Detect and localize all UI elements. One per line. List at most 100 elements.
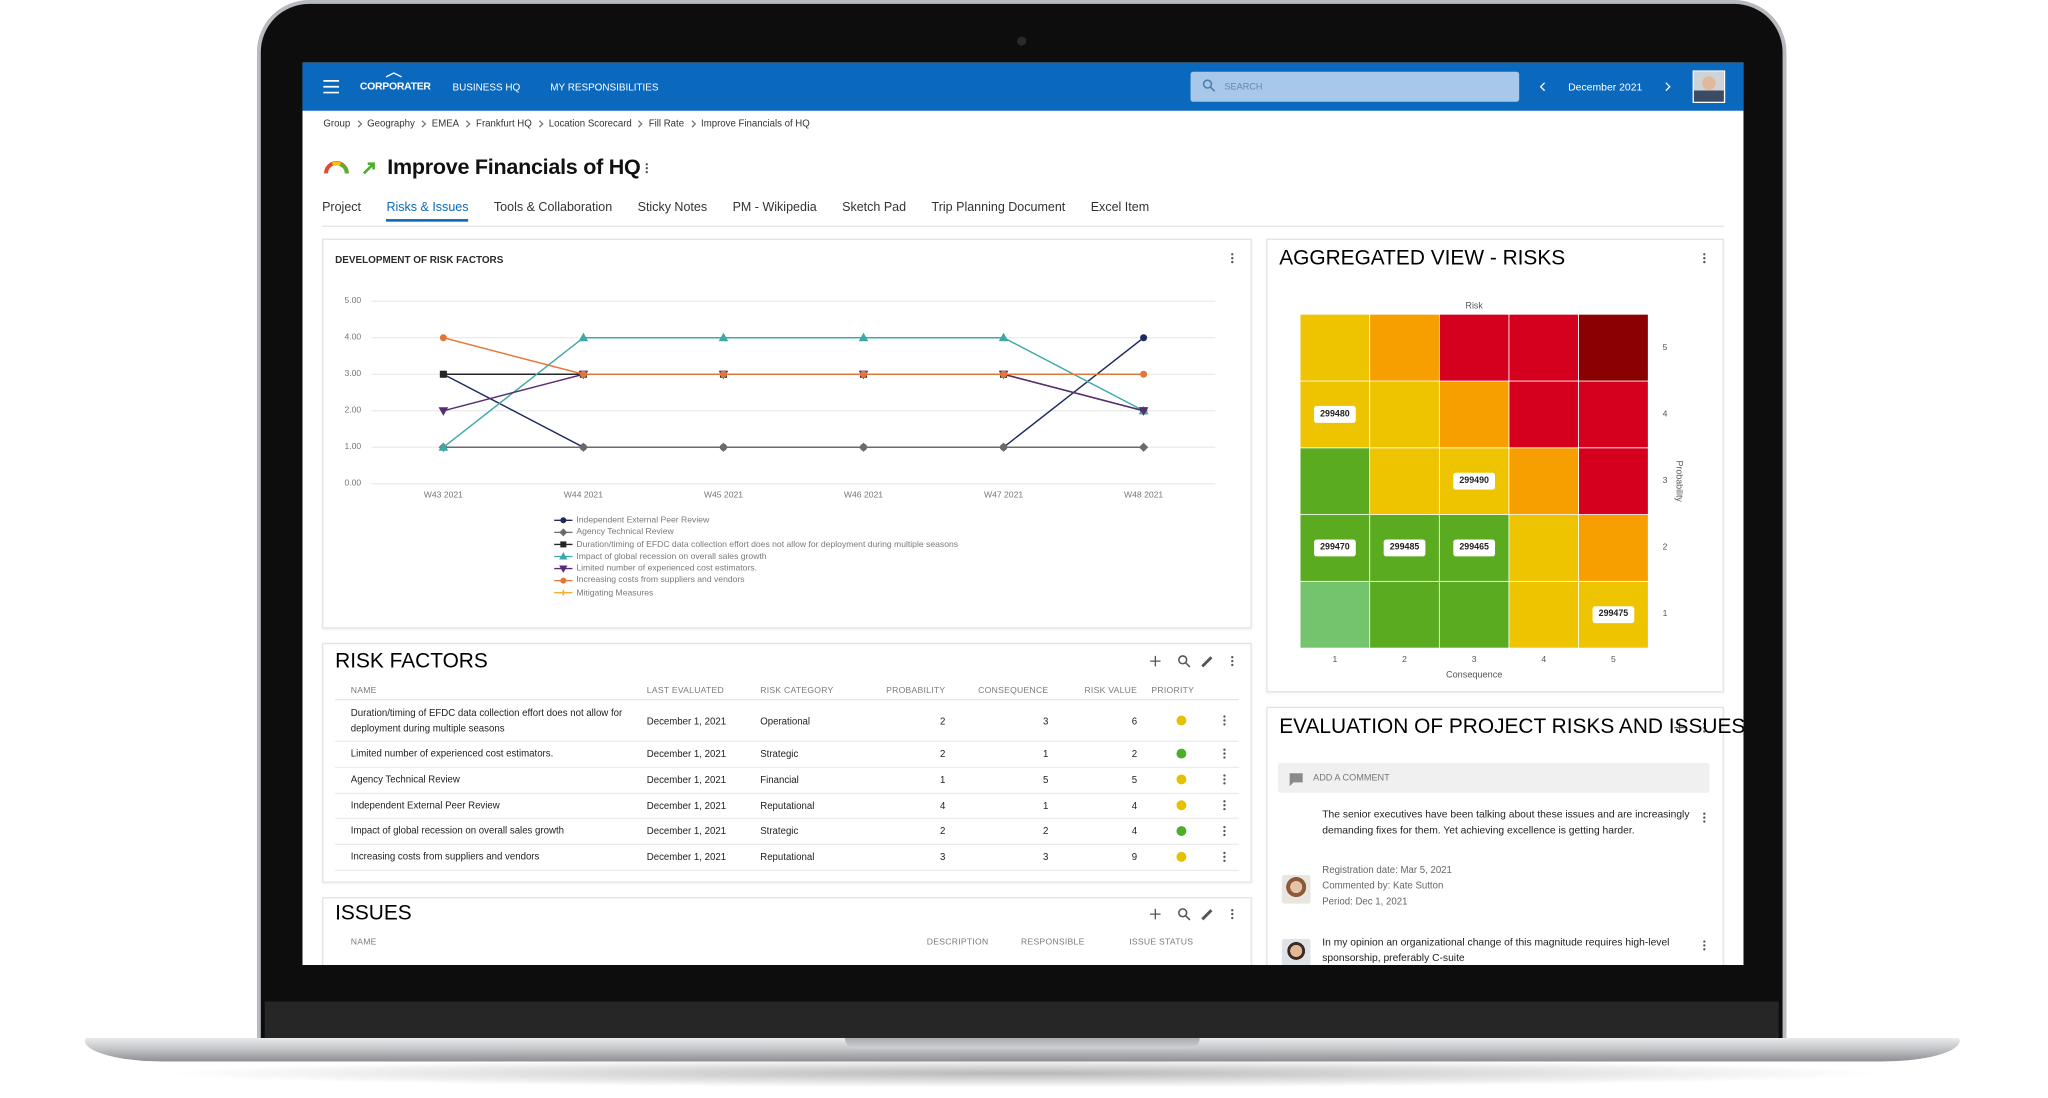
risk-badge-label[interactable]: 299465	[1459, 543, 1489, 553]
user-avatar[interactable]	[1692, 70, 1726, 104]
y-tick-label: 4.00	[344, 333, 362, 343]
add-button[interactable]	[1674, 722, 1685, 733]
table-cell: 1	[940, 773, 946, 786]
more-menu[interactable]	[1231, 909, 1234, 920]
breadcrumb[interactable]: Fill Rate	[649, 117, 696, 128]
risk-badge-label[interactable]: 299475	[1598, 610, 1629, 620]
column-header: RESPONSIBLE	[1021, 938, 1085, 948]
tab[interactable]: Sketch Pad	[842, 200, 907, 216]
heat-cell	[1578, 514, 1649, 582]
more-menu[interactable]	[1703, 940, 1706, 951]
table-cell: Limited number of experienced cost estim…	[350, 747, 554, 759]
laptop-chin	[264, 1001, 1779, 1040]
more-menu[interactable]	[1223, 748, 1226, 759]
column-header: RISK CATEGORY	[760, 686, 834, 696]
table-cell: Independent External Peer Review	[350, 798, 500, 811]
legend-marker	[560, 577, 567, 584]
logo: CORPORATER	[359, 80, 431, 92]
tab-bar: Project Risks & Issues Tools & Collaborati…	[322, 198, 1150, 222]
data-point	[578, 442, 589, 452]
risk-badge[interactable]	[1453, 539, 1496, 557]
data-point	[1138, 407, 1149, 416]
row-divider	[335, 843, 1239, 846]
tab[interactable]: Excel Item	[1090, 200, 1150, 216]
tab[interactable]: Risks & Issues	[386, 198, 469, 222]
risk-badge-label[interactable]: 299485	[1389, 543, 1420, 553]
legend-marker	[560, 517, 567, 524]
more-menu[interactable]	[1223, 774, 1226, 785]
breadcrumb: Improve Financials of HQ	[701, 116, 810, 129]
more-menu[interactable]	[1703, 253, 1706, 264]
comment-placeholder[interactable]: ADD A COMMENT	[1313, 773, 1390, 784]
breadcrumb[interactable]: Geography	[367, 117, 427, 128]
search-icon[interactable]	[1178, 655, 1191, 668]
risk-badge[interactable]	[1314, 539, 1356, 557]
add-button[interactable]	[1150, 908, 1161, 920]
data-point	[859, 370, 868, 378]
more-menu[interactable]	[645, 163, 648, 174]
column-header: CONSEQUENCE	[978, 686, 1049, 696]
risk-badge[interactable]	[1383, 539, 1426, 557]
more-menu[interactable]	[1223, 800, 1226, 811]
heat-cell	[1578, 380, 1649, 449]
heat-cell	[1438, 380, 1510, 449]
more-menu[interactable]	[1703, 812, 1706, 823]
table-cell: Strategic	[760, 825, 799, 837]
risk-badge-label[interactable]: 299480	[1320, 409, 1350, 419]
nav-item[interactable]: MY RESPONSIBILITIES	[550, 80, 659, 93]
risk-badge[interactable]	[1314, 405, 1356, 423]
axis-title: Consequence	[1446, 670, 1503, 681]
legend-label: Duration/timing of EFDC data collection …	[576, 539, 959, 549]
risk-badge-label[interactable]: 299470	[1320, 543, 1350, 553]
more-menu[interactable]	[1231, 656, 1234, 667]
search-box[interactable]	[1190, 71, 1520, 102]
search-placeholder: SEARCH	[1224, 82, 1263, 92]
more-menu[interactable]	[1223, 715, 1226, 726]
comment-text: The senior executives have been talking …	[1322, 808, 1690, 837]
heat-cell	[1299, 580, 1371, 649]
search-icon[interactable]	[1178, 908, 1191, 921]
column-header: DESCRIPTION	[926, 938, 989, 948]
edit-button[interactable]	[1201, 909, 1213, 921]
table-cell: Duration/timing of EFDC data collection …	[350, 706, 623, 734]
period-selector[interactable]: December 2021	[1568, 80, 1643, 93]
edit-button[interactable]	[1201, 656, 1213, 668]
search-icon[interactable]	[1202, 79, 1216, 92]
panel-title: DEVELOPMENT OF RISK FACTORS	[335, 253, 504, 266]
more-menu[interactable]	[1703, 722, 1706, 733]
tab[interactable]: Sticky Notes	[637, 200, 708, 216]
trend-arrow	[362, 162, 375, 175]
more-menu[interactable]	[1223, 825, 1226, 837]
tab[interactable]: PM - Wikipedia	[732, 200, 817, 216]
y-tick-label: 5	[1662, 343, 1668, 353]
x-tick-label: W45 2021	[703, 490, 744, 501]
nav-item[interactable]: BUSINESS HQ	[452, 80, 521, 93]
x-tick-label: W46 2021	[843, 490, 884, 501]
priority-indicator	[1176, 800, 1187, 811]
more-menu[interactable]	[1231, 253, 1234, 264]
risk-badge[interactable]	[1592, 606, 1635, 624]
table-cell: December 1, 2021	[646, 850, 727, 863]
table-cell: 4	[940, 799, 946, 812]
breadcrumb[interactable]: Group	[323, 117, 362, 128]
add-button[interactable]	[1150, 655, 1161, 667]
breadcrumb[interactable]: EMEA	[432, 117, 471, 128]
menu-button[interactable]	[323, 80, 340, 94]
panel-title: EVALUATION OF PROJECT RISKS AND ISSUES	[1279, 715, 1744, 739]
heat-cell	[1299, 313, 1371, 382]
comment-avatar	[1281, 938, 1311, 965]
status-gauge-yellow	[331, 161, 342, 167]
breadcrumb[interactable]: Frankfurt HQ	[476, 117, 544, 128]
risk-badge[interactable]	[1453, 472, 1496, 490]
x-tick-label: W43 2021	[423, 490, 463, 501]
breadcrumb[interactable]: Location Scorecard	[549, 117, 644, 128]
risk-development-panel	[322, 238, 1252, 629]
comment-input[interactable]	[1277, 762, 1710, 793]
more-menu[interactable]	[1223, 851, 1226, 862]
tab[interactable]: Trip Planning Document	[931, 200, 1066, 216]
table-cell: Increasing costs from suppliers and vend…	[350, 850, 540, 863]
tab[interactable]: Project	[322, 200, 362, 216]
tab[interactable]: Tools & Collaboration	[493, 200, 613, 216]
risk-badge-label[interactable]: 299490	[1459, 476, 1489, 486]
